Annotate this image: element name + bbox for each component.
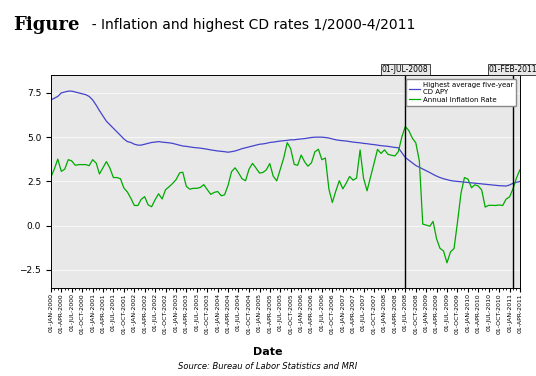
Text: 01-FEB-2011: 01-FEB-2011 xyxy=(489,65,536,74)
Text: - Inflation and highest CD rates 1/2000-4/2011: - Inflation and highest CD rates 1/2000-… xyxy=(83,18,415,32)
Text: Figure: Figure xyxy=(13,17,80,34)
Text: Date: Date xyxy=(253,347,283,356)
Text: 01-JUL-2008: 01-JUL-2008 xyxy=(382,65,429,74)
Text: Source: Bureau of Labor Statistics and MRI: Source: Bureau of Labor Statistics and M… xyxy=(178,362,358,371)
Legend: Highest average five-year
CD APY, Annual Inflation Rate: Highest average five-year CD APY, Annual… xyxy=(406,79,517,106)
